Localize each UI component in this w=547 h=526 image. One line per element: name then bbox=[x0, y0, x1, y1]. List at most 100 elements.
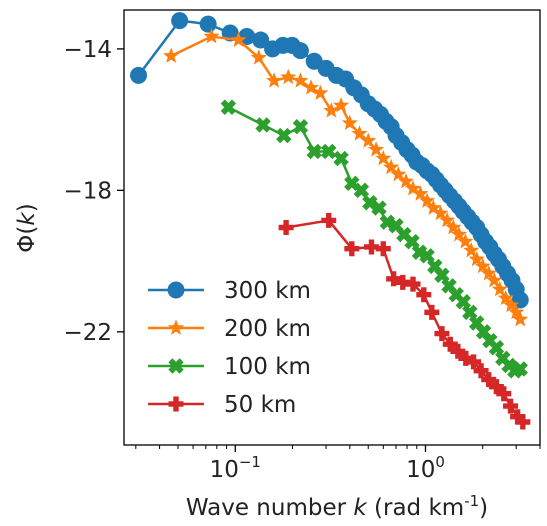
legend-item: 200 km bbox=[148, 316, 311, 342]
data-point bbox=[203, 28, 220, 44]
data-point bbox=[450, 343, 466, 359]
data-point bbox=[515, 414, 531, 430]
data-point bbox=[404, 180, 422, 196]
series-layer bbox=[130, 12, 531, 430]
x-axis-label-variable: k bbox=[353, 495, 368, 521]
data-point bbox=[199, 15, 217, 33]
data-point bbox=[353, 182, 370, 199]
x-axis-label-unit: (rad km bbox=[367, 495, 464, 521]
data-point bbox=[333, 150, 349, 167]
data-point bbox=[238, 28, 256, 46]
data-point bbox=[312, 84, 329, 100]
legend-marker bbox=[168, 396, 184, 412]
series-300-km bbox=[130, 12, 529, 309]
data-point bbox=[360, 132, 377, 148]
data-point bbox=[341, 114, 358, 131]
data-point bbox=[503, 398, 519, 414]
data-point bbox=[473, 363, 489, 379]
data-point bbox=[397, 173, 415, 189]
plot-frame bbox=[123, 9, 541, 446]
legend-marker bbox=[167, 281, 185, 299]
legend: 300 km 200 km 100 km 50 km bbox=[148, 278, 311, 418]
data-point bbox=[276, 127, 292, 144]
data-point bbox=[390, 165, 407, 182]
data-point bbox=[434, 326, 450, 342]
data-point bbox=[321, 212, 337, 228]
data-point bbox=[439, 211, 456, 228]
data-point bbox=[252, 31, 270, 49]
data-point bbox=[466, 354, 482, 370]
x-axis-label-exponent: -1 bbox=[464, 492, 479, 510]
data-point bbox=[412, 185, 429, 201]
data-point bbox=[379, 214, 396, 230]
data-point bbox=[333, 96, 350, 113]
data-point bbox=[481, 372, 497, 388]
data-point bbox=[491, 280, 508, 297]
data-point bbox=[255, 117, 271, 133]
data-point bbox=[474, 257, 491, 274]
data-point bbox=[419, 192, 436, 208]
data-point bbox=[468, 250, 485, 267]
data-point bbox=[292, 72, 309, 88]
data-point bbox=[497, 289, 514, 306]
series-200-km bbox=[163, 28, 529, 327]
data-point bbox=[250, 49, 267, 65]
data-point bbox=[503, 296, 520, 313]
data-point bbox=[375, 150, 392, 166]
data-point bbox=[386, 271, 402, 287]
data-point bbox=[458, 350, 474, 366]
data-point bbox=[230, 31, 247, 47]
data-point bbox=[292, 119, 309, 135]
y-axis-label-main: Φ( bbox=[14, 226, 40, 253]
data-point bbox=[416, 287, 432, 303]
legend-label: 300 km bbox=[224, 278, 311, 304]
data-point bbox=[395, 274, 411, 290]
data-point bbox=[163, 47, 180, 63]
data-point bbox=[344, 241, 360, 257]
x-tick-label: 100 bbox=[406, 453, 445, 483]
data-point bbox=[488, 379, 504, 395]
data-point bbox=[323, 102, 340, 118]
data-point bbox=[278, 220, 294, 235]
data-point bbox=[306, 143, 322, 160]
data-point bbox=[425, 199, 442, 215]
data-point bbox=[280, 68, 297, 85]
legend-label: 200 km bbox=[224, 316, 311, 342]
legend-item: 50 km bbox=[148, 392, 296, 418]
data-point bbox=[371, 200, 387, 216]
y-tick-label: −22 bbox=[63, 320, 112, 346]
data-point bbox=[480, 264, 497, 281]
legend-label: 50 km bbox=[224, 392, 296, 418]
data-point bbox=[266, 72, 283, 88]
data-point bbox=[486, 272, 503, 288]
data-point bbox=[510, 409, 526, 425]
legend-marker bbox=[167, 319, 185, 335]
y-axis-label-close: ) bbox=[14, 203, 40, 212]
data-point bbox=[321, 143, 337, 160]
data-point bbox=[463, 241, 480, 258]
data-point bbox=[363, 239, 379, 255]
y-axis-ticks: −14 −18 −22 bbox=[63, 37, 124, 346]
data-point bbox=[171, 12, 189, 30]
x-axis-label-close: ) bbox=[479, 495, 488, 521]
x-axis-label: Wave number k (rad km-1) bbox=[186, 492, 488, 521]
data-point bbox=[368, 141, 385, 157]
data-point bbox=[302, 79, 320, 95]
x-axis-ticks: 10−1 100 bbox=[135, 445, 541, 483]
legend-item: 300 km bbox=[148, 278, 311, 304]
data-point bbox=[424, 304, 440, 320]
data-point bbox=[432, 204, 449, 221]
data-point bbox=[496, 386, 512, 402]
x-axis-label-prefix: Wave number bbox=[186, 495, 354, 521]
data-point bbox=[512, 310, 529, 327]
data-point bbox=[220, 99, 237, 115]
data-point bbox=[405, 276, 421, 292]
legend-marker bbox=[168, 358, 184, 374]
series-50-km bbox=[278, 212, 531, 430]
data-point bbox=[291, 42, 309, 60]
y-tick-label: −18 bbox=[63, 178, 112, 204]
data-point bbox=[130, 66, 148, 84]
data-point bbox=[442, 336, 458, 352]
